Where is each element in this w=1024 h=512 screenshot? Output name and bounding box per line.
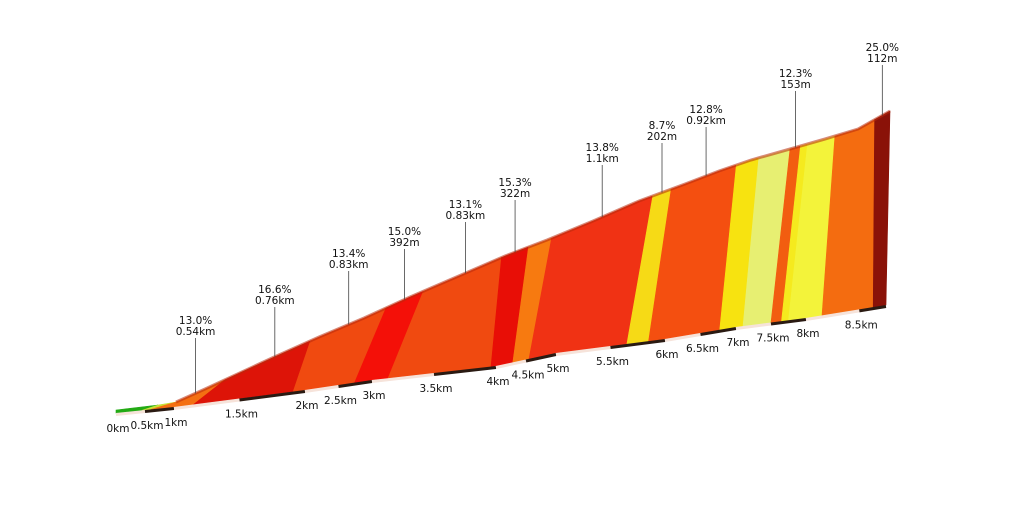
annotation-4: 13.1%0.83km — [446, 199, 486, 274]
profile-segments — [115, 110, 891, 414]
annotation-grade: 12.8% — [689, 104, 722, 116]
annotation-length: 0.76km — [255, 295, 295, 307]
annotation-grade: 12.3% — [779, 68, 812, 80]
annotation-2: 13.4%0.83km — [329, 248, 369, 325]
axis-dash-3 — [239, 390, 306, 402]
annotation-length: 202m — [647, 131, 677, 143]
profile-segment-18 — [872, 110, 891, 308]
distance-label: 6km — [656, 349, 679, 361]
axis-dash-5 — [338, 380, 373, 388]
distance-label: 7km — [727, 337, 750, 349]
annotation-0: 13.0%0.54km — [176, 315, 216, 394]
axis-dash-12 — [664, 333, 701, 342]
annotation-1: 16.6%0.76km — [255, 284, 295, 357]
annotation-grade: 13.0% — [179, 315, 212, 327]
distance-label: 4km — [487, 376, 510, 388]
distance-label: 0.5km — [130, 420, 163, 432]
annotation-length: 1.1km — [586, 153, 619, 165]
axis-dash-1 — [144, 407, 175, 413]
axis-dash-6 — [371, 373, 435, 383]
axis-dash-10 — [555, 346, 611, 356]
gradient-annotations: 13.0%0.54km16.6%0.76km13.4%0.83km15.0%39… — [176, 42, 899, 394]
distance-label: 2.5km — [324, 395, 357, 407]
axis-dash-4 — [304, 385, 339, 393]
axis-dash-13 — [700, 327, 737, 336]
distance-label: 3km — [363, 390, 386, 402]
axis-dash-2 — [173, 398, 240, 410]
annotation-length: 0.54km — [176, 326, 216, 338]
distance-label: 1.5km — [225, 409, 258, 421]
annotation-3: 15.0%392m — [388, 226, 421, 300]
axis-dash-0 — [115, 410, 146, 416]
distance-label: 3.5km — [419, 383, 452, 395]
distance-label: 8.5km — [845, 319, 878, 331]
annotation-length: 0.83km — [329, 259, 369, 271]
distance-label: 4.5km — [511, 370, 544, 382]
distance-label: 5.5km — [596, 356, 629, 368]
annotation-length: 112m — [867, 53, 897, 65]
axis-dash-9 — [525, 353, 557, 363]
annotation-8: 12.8%0.92km — [686, 104, 726, 176]
annotation-7: 8.7%202m — [647, 120, 677, 193]
annotation-length: 392m — [389, 237, 419, 249]
axis-dash-11 — [610, 339, 666, 349]
axis-dash-14 — [735, 322, 772, 330]
distance-labels: 0km 0.5km 1km 1.5km 2km 2.5km 3km 3.5km 4km4.5km… — [107, 319, 878, 435]
distance-label: 2km — [296, 400, 319, 412]
annotation-grade: 8.7% — [649, 120, 676, 132]
axis-dash-8 — [495, 359, 527, 369]
profile-segment-3 — [192, 340, 312, 405]
annotation-grade: 15.0% — [388, 226, 421, 238]
axis-dash-17 — [859, 305, 887, 313]
annotation-grade: 25.0% — [866, 42, 899, 54]
distance-label: 0km — [107, 423, 130, 435]
annotation-length: 0.92km — [686, 115, 726, 127]
annotation-length: 153m — [780, 79, 810, 91]
annotation-grade: 13.8% — [586, 142, 619, 154]
axis-dash-15 — [770, 318, 807, 326]
axis-dash-7 — [433, 366, 497, 376]
distance-label: 6.5km — [686, 343, 719, 355]
annotation-length: 0.83km — [446, 210, 486, 222]
annotation-10: 25.0%112m — [866, 42, 899, 116]
annotation-6: 13.8%1.1km — [586, 142, 619, 217]
annotation-grade: 13.1% — [449, 199, 482, 211]
distance-label: 5km — [547, 363, 570, 375]
axis-dash-16 — [805, 309, 860, 321]
annotation-grade: 16.6% — [258, 284, 291, 296]
distance-label: 8km — [797, 328, 820, 340]
annotation-grade: 13.4% — [332, 248, 365, 260]
distance-axis — [115, 305, 887, 416]
distance-label: 1km — [165, 417, 188, 429]
annotation-5: 15.3%322m — [498, 177, 532, 253]
annotation-9: 12.3%153m — [779, 68, 812, 148]
annotation-length: 322m — [500, 188, 530, 200]
annotation-grade: 15.3% — [498, 177, 531, 189]
distance-label: 7.5km — [756, 333, 789, 345]
